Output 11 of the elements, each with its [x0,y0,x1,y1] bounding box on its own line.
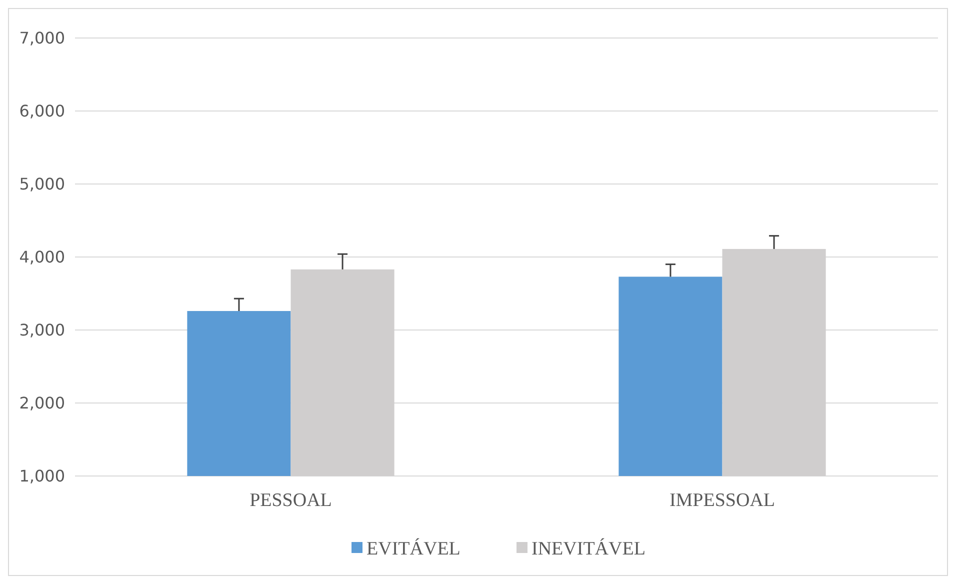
x-tick-label: PESSOAL [250,490,332,511]
x-tick-label: IMPESSOAL [669,490,776,511]
y-tick-label: 6,000 [19,102,65,121]
y-tick-label: 3,000 [19,320,65,340]
y-tick-label: 2,000 [19,394,65,413]
legend-label: INEVITÁVEL [532,538,646,560]
y-tick-label: 1,000 [19,466,65,486]
legend-label: EVITÁVEL [366,538,460,560]
y-tick-label: 7,000 [19,28,65,48]
y-tick-label: 4,000 [19,248,65,267]
y-tick-label: 5,000 [19,174,65,194]
